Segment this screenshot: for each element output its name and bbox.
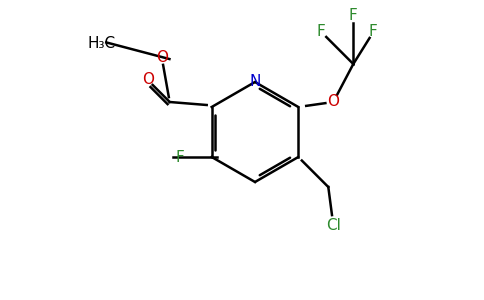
- Text: F: F: [317, 25, 326, 40]
- Text: F: F: [369, 25, 378, 40]
- Text: F: F: [175, 149, 184, 164]
- Text: O: O: [327, 94, 339, 110]
- Text: O: O: [156, 50, 167, 64]
- Text: F: F: [349, 8, 358, 23]
- Text: Cl: Cl: [326, 218, 341, 232]
- Text: H₃C: H₃C: [88, 37, 116, 52]
- Text: O: O: [142, 73, 154, 88]
- Text: N: N: [249, 74, 261, 89]
